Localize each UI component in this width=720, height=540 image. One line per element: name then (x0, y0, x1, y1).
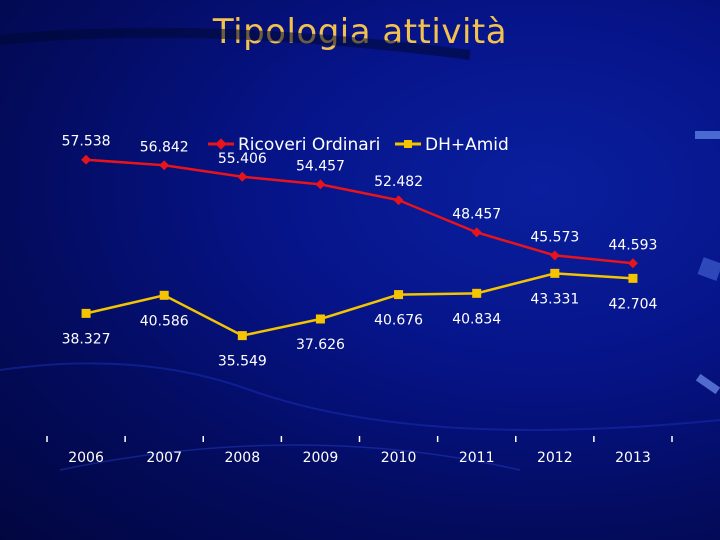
data-label: 38.327 (62, 331, 111, 347)
x-tick-label: 2011 (459, 450, 495, 466)
data-label: 48.457 (452, 206, 501, 222)
series-line-1 (85, 272, 634, 337)
data-point (81, 308, 91, 318)
x-tick-label: 2012 (537, 450, 573, 466)
data-point (394, 290, 404, 300)
data-point (472, 288, 482, 298)
data-label: 35.549 (218, 354, 267, 370)
background-decoration (0, 27, 720, 471)
data-label: 40.834 (452, 311, 501, 327)
data-label: 40.676 (374, 313, 423, 329)
data-label: 57.538 (62, 134, 111, 150)
data-point (549, 250, 560, 261)
x-tick-label: 2007 (146, 450, 182, 466)
legend-label-ricoveri: Ricoveri Ordinari (238, 135, 380, 155)
x-tick-label: 2013 (615, 450, 651, 466)
data-label: 52.482 (374, 174, 423, 190)
data-point (237, 331, 247, 341)
data-point (471, 227, 482, 238)
data-point (315, 179, 326, 190)
legend-marker-ricoveri (215, 138, 227, 150)
data-point (159, 290, 169, 300)
data-point (237, 171, 248, 182)
x-tick-label: 2010 (381, 450, 417, 466)
x-tick-label: 2006 (68, 450, 104, 466)
data-label: 45.573 (530, 229, 579, 245)
data-point (628, 273, 638, 283)
x-tick-label: 2009 (303, 450, 339, 466)
data-label: 44.593 (608, 237, 657, 253)
legend-entry-dh: DH+Amid (395, 135, 509, 155)
data-label: 55.406 (218, 151, 267, 167)
data-label: 43.331 (530, 291, 579, 307)
x-tick-label: 2008 (224, 450, 260, 466)
data-label: 37.626 (296, 337, 345, 353)
series-line-0 (85, 158, 634, 265)
data-point (159, 160, 170, 171)
data-label: 42.704 (608, 296, 657, 312)
data-point (393, 195, 404, 206)
data-point (81, 154, 92, 165)
data-point (315, 314, 325, 324)
data-label: 40.586 (140, 313, 189, 329)
data-label: 56.842 (140, 139, 189, 155)
data-label: 54.457 (296, 158, 345, 174)
legend-entry-ricoveri: Ricoveri Ordinari (208, 135, 380, 155)
legend-marker-dh (404, 140, 412, 148)
data-labels: 57.538 56.842 55.406 54.457 52.482 48.457 45.5… (62, 134, 658, 370)
x-axis: 2006 2007 2008 2009 2010 2011 2012 2013 (46, 436, 673, 466)
legend-label-dh: DH+Amid (425, 135, 509, 155)
data-point (550, 268, 560, 278)
legend: Ricoveri Ordinari DH+Amid (208, 135, 509, 155)
data-point (627, 258, 638, 269)
series-layer (81, 154, 638, 341)
